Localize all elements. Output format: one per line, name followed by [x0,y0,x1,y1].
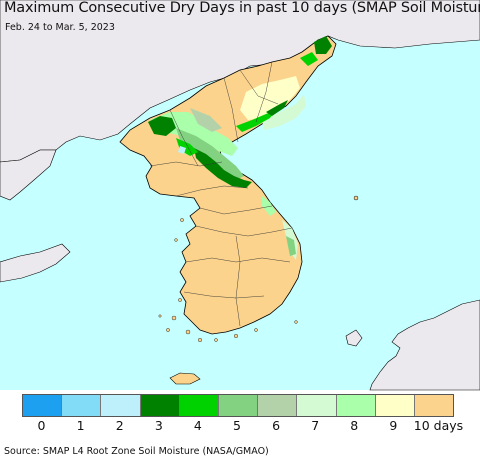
ulleung-island [353,195,359,201]
zone-6-days [190,108,222,132]
zone-3-days-central [194,148,252,188]
legend-label-6: 6 [272,418,281,433]
province-boundaries [149,61,293,327]
map-subtitle: Feb. 24 to Mar. 5, 2023 [5,22,115,33]
legend-label-4: 4 [193,418,202,433]
zone-2-days [178,146,186,154]
legend-swatch-9 [375,395,415,416]
jeju-island [169,372,201,385]
legend-swatch-2 [101,395,141,416]
korea-land [119,35,337,335]
zone-5-days-east [286,236,296,256]
china-land-north [0,0,480,163]
zone-9-days [240,76,300,120]
zone-5-days [176,128,244,180]
legend-label-0: 0 [37,418,46,433]
zone-4-days-central [176,138,198,156]
legend-swatch-4 [179,395,219,416]
china-liaodong [0,149,57,201]
legend-label-8: 8 [350,418,359,433]
coastal-islands [158,218,298,343]
legend-swatch-0 [23,395,63,416]
zone-3-days-west [148,116,176,136]
zone-3-days-northeast [314,36,332,54]
zone-3-days-coast [266,100,288,116]
map-title: Maximum Consecutive Dry Days in past 10 … [4,0,480,16]
source-note: Source: SMAP L4 Root Zone Soil Moisture … [4,446,269,457]
legend-labels: 0 1 2 3 4 5 6 7 8 9 10 days [22,418,464,434]
legend-label-5: 5 [233,418,241,433]
japan-land [369,299,480,391]
legend-swatch-1 [62,395,102,416]
legend-label-10: 10 days [413,418,464,433]
legend-swatch-7 [297,395,337,416]
zone-4-days-northeast [300,52,318,66]
zone-4-days-north [236,110,276,132]
zone-7-days [262,94,306,130]
legend-label-9: 9 [389,418,398,433]
legend-label-2: 2 [115,418,124,433]
zone-8-days-east [262,196,276,216]
legend-label-7: 7 [311,418,320,433]
legend-swatch-3 [140,395,180,416]
japan-island [345,329,363,347]
china-shandong [0,243,71,283]
legend-swatch-6 [258,395,298,416]
color-legend [22,394,454,417]
legend-swatch-10 [414,395,454,416]
legend-label-3: 3 [154,418,163,433]
legend-swatch-8 [336,395,376,416]
legend-label-1: 1 [76,418,85,433]
legend-swatch-5 [218,395,259,416]
